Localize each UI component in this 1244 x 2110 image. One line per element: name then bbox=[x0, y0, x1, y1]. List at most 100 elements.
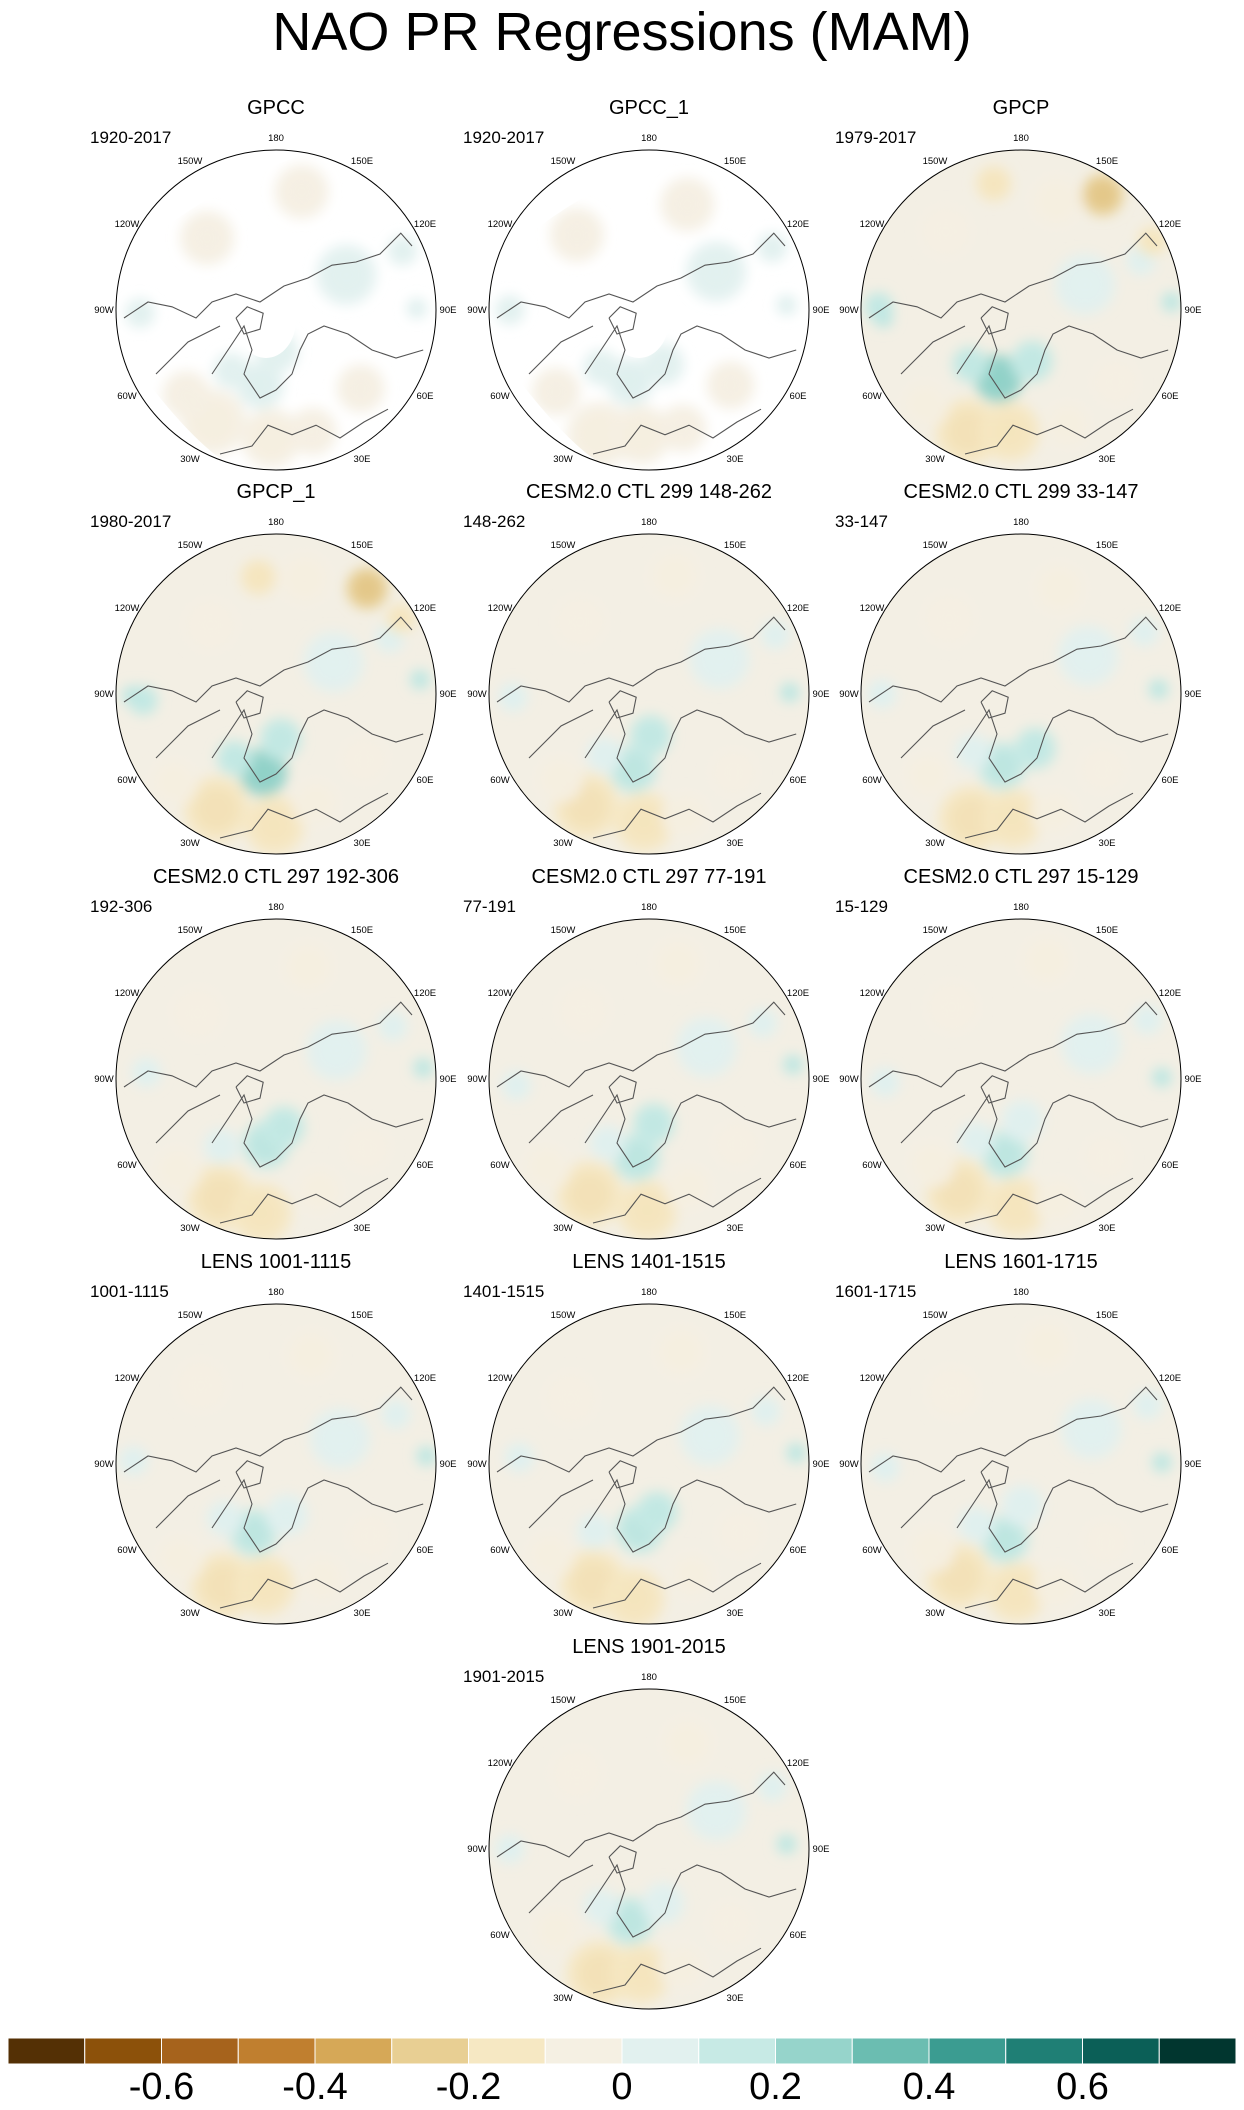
colorbar-bin bbox=[468, 2038, 546, 2064]
longitude-label: 120E bbox=[787, 603, 809, 614]
map-panel: GPCC_1 1920-2017 180 150E 120E 90E 60E 30E 0 30W 6… bbox=[463, 96, 835, 478]
longitude-label: 180 bbox=[641, 902, 657, 913]
longitude-label: 150W bbox=[923, 925, 948, 936]
longitude-label: 150E bbox=[724, 540, 746, 551]
longitude-label: 180 bbox=[268, 1287, 284, 1298]
longitude-label: 60W bbox=[862, 1160, 882, 1171]
panel-period: 1401-1515 bbox=[463, 1282, 545, 1301]
longitude-label: 150W bbox=[923, 1310, 948, 1321]
longitude-label: 120E bbox=[414, 988, 436, 999]
longitude-label: 60W bbox=[117, 1545, 137, 1556]
colorbar bbox=[8, 2038, 1236, 2064]
longitude-label: 30E bbox=[1099, 1608, 1116, 1619]
longitude-label: 180 bbox=[268, 133, 284, 144]
longitude-label: 180 bbox=[268, 517, 284, 528]
longitude-label: 120E bbox=[787, 1758, 809, 1769]
colorbar-tick-label: -0.6 bbox=[128, 2066, 195, 2108]
longitude-label: 120W bbox=[115, 1373, 140, 1384]
longitude-label: 120E bbox=[414, 219, 436, 230]
longitude-label: 90E bbox=[813, 689, 830, 700]
map-panel: LENS 1401-1515 1401-1515 180 150E 120E 90E 60E… bbox=[463, 1250, 835, 1632]
longitude-label: 150E bbox=[1096, 1310, 1118, 1321]
longitude-label: 0 bbox=[273, 861, 278, 862]
coastlines bbox=[868, 616, 1169, 839]
longitude-label: 30E bbox=[354, 838, 371, 849]
longitude-label: 30W bbox=[553, 1223, 573, 1234]
coastlines bbox=[496, 232, 797, 455]
longitude-label: 120W bbox=[860, 1373, 885, 1384]
longitude-label: 120W bbox=[860, 219, 885, 230]
panel-title: LENS 1001-1115 bbox=[200, 1251, 352, 1273]
longitude-label: 60W bbox=[490, 1930, 510, 1941]
polar-map: 180 150E 120E 90E 60E 30E 0 30W 60W 90W 120W 150W bbox=[467, 1672, 830, 2017]
polar-map: 180 150E 120E 90E 60E 30E 0 30W 60W 90W 120W 150W bbox=[467, 517, 830, 862]
longitude-label: 60W bbox=[862, 1545, 882, 1556]
longitude-label: 90W bbox=[94, 305, 114, 316]
longitude-label: 120E bbox=[1159, 1373, 1181, 1384]
coastlines bbox=[496, 1771, 797, 1994]
longitude-label: 120E bbox=[1159, 219, 1181, 230]
longitude-label: 150E bbox=[724, 156, 746, 167]
colorbar-bin bbox=[928, 2038, 1007, 2064]
longitude-label: 180 bbox=[1013, 517, 1029, 528]
polar-map: 180 150E 120E 90E 60E 30E 0 30W 60W 90W 120W 150W bbox=[839, 517, 1201, 862]
panel-title: CESM2.0 CTL 297 192-306 bbox=[152, 866, 400, 888]
colorbar-bin bbox=[1158, 2038, 1236, 2064]
longitude-label: 60E bbox=[790, 775, 807, 786]
map-panel: GPCP 1979-2017 180 150E 120E 90E 60E 30E 0 30W 60W… bbox=[835, 96, 1207, 478]
panel-title: LENS 1401-1515 bbox=[572, 1251, 726, 1273]
longitude-label: 90E bbox=[813, 1844, 830, 1855]
anomaly-field bbox=[489, 919, 809, 1239]
panel-title: CESM2.0 CTL 299 33-147 bbox=[903, 481, 1139, 503]
longitude-label: 60E bbox=[1162, 775, 1179, 786]
longitude-label: 30W bbox=[925, 454, 945, 465]
longitude-label: 90E bbox=[1185, 1074, 1202, 1085]
longitude-label: 90E bbox=[440, 1459, 457, 1470]
longitude-label: 90W bbox=[94, 689, 114, 700]
longitude-label: 150W bbox=[178, 540, 203, 551]
longitude-label: 0 bbox=[1018, 477, 1023, 478]
longitude-label: 30W bbox=[180, 838, 200, 849]
longitude-label: 150E bbox=[724, 1310, 746, 1321]
panel-period: 148-262 bbox=[463, 512, 526, 531]
longitude-label: 90W bbox=[839, 305, 859, 316]
panel-period: 1920-2017 bbox=[90, 128, 172, 147]
anomaly-field bbox=[489, 1304, 809, 1624]
longitude-label: 60E bbox=[790, 391, 807, 402]
longitude-label: 120E bbox=[787, 1373, 809, 1384]
longitude-label: 60W bbox=[490, 775, 510, 786]
longitude-label: 180 bbox=[641, 1287, 657, 1298]
longitude-label: 60W bbox=[490, 1160, 510, 1171]
longitude-label: 60W bbox=[862, 391, 882, 402]
longitude-label: 30E bbox=[1099, 454, 1116, 465]
polar-map: 180 150E 120E 90E 60E 30E 0 30W 60W 90W 120W 150W bbox=[839, 902, 1202, 1247]
map-panel: CESM2.0 CTL 299 33-147 33-147 180 150E 120E 9… bbox=[835, 480, 1207, 862]
polar-map: 180 150E 120E 90E 60E 30E 0 30W 60W 90W 120W 150W bbox=[94, 517, 456, 862]
longitude-label: 90E bbox=[813, 1459, 830, 1470]
longitude-label: 120W bbox=[488, 1758, 513, 1769]
colorbar-bin bbox=[1005, 2038, 1083, 2064]
longitude-label: 150W bbox=[551, 1310, 576, 1321]
anomaly-field bbox=[861, 534, 1181, 854]
map-boundary bbox=[115, 1303, 437, 1625]
panel-period: 1001-1115 bbox=[90, 1282, 169, 1301]
longitude-label: 60W bbox=[117, 391, 137, 402]
longitude-label: 90E bbox=[1185, 1459, 1202, 1470]
longitude-label: 150W bbox=[551, 156, 576, 167]
panel-period: 15-129 bbox=[835, 897, 888, 916]
panel-title: GPCP bbox=[992, 97, 1050, 119]
panel-period: 1601-1715 bbox=[835, 1282, 917, 1301]
longitude-label: 120E bbox=[1159, 988, 1181, 999]
longitude-label: 90W bbox=[467, 1459, 487, 1470]
panel-title: CESM2.0 CTL 297 15-129 bbox=[903, 866, 1139, 888]
longitude-label: 0 bbox=[1018, 1246, 1023, 1247]
longitude-label: 30E bbox=[1099, 838, 1116, 849]
panel-title: GPCP_1 bbox=[236, 481, 316, 503]
panel-period: 192-306 bbox=[90, 897, 153, 916]
longitude-label: 30W bbox=[553, 838, 573, 849]
map-boundary bbox=[860, 149, 1182, 471]
colorbar-bin bbox=[775, 2038, 853, 2064]
polar-map: 180 150E 120E 90E 60E 30E 0 30W 60W 90W 120W 150W bbox=[467, 133, 829, 478]
polar-map: 180 150E 120E 90E 60E 30E 0 30W 60W 90W 120W 150W bbox=[94, 902, 456, 1247]
longitude-label: 60W bbox=[490, 1545, 510, 1556]
